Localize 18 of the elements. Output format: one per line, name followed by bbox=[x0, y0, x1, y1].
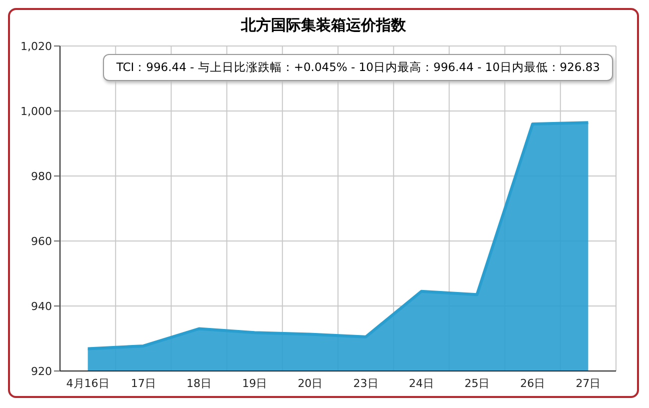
x-tick-label: 19日 bbox=[242, 376, 268, 390]
x-tick-label: 17日 bbox=[130, 376, 156, 390]
y-tick-label: 1,000 bbox=[20, 104, 52, 118]
x-tick-label: 25日 bbox=[464, 376, 490, 390]
x-tick-label: 23日 bbox=[353, 376, 378, 390]
y-tick-label: 960 bbox=[31, 234, 52, 248]
x-tick-label: 18日 bbox=[186, 376, 212, 390]
chart-title: 北方国际集装箱运价指数 bbox=[240, 16, 407, 36]
x-tick-label: 26日 bbox=[520, 376, 546, 390]
y-tick-label: 1,020 bbox=[20, 40, 52, 53]
x-tick-label: 20日 bbox=[298, 376, 323, 390]
y-tick-label: 940 bbox=[31, 300, 52, 313]
x-tick-label: 24日 bbox=[408, 376, 434, 390]
y-tick-label: 980 bbox=[31, 170, 52, 183]
x-tick-label: 27日 bbox=[576, 376, 601, 390]
y-tick-label: 920 bbox=[31, 364, 52, 378]
x-tick-label: 4月16日 bbox=[66, 376, 110, 390]
annotation: TCI：996.44 - 与上日比涨跌幅：+0.045% - 10日内最高：996.44 - 10日内最低：926.83 bbox=[103, 54, 613, 81]
